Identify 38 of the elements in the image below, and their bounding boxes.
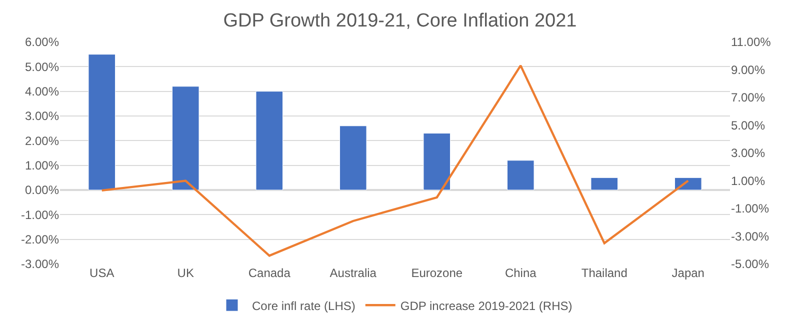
y2-tick-label: -5.00%: [731, 257, 770, 272]
line-series: [100, 64, 690, 257]
bar: [590, 177, 618, 190]
y-tick-label: -3.00%: [20, 257, 60, 272]
bar: [339, 126, 367, 190]
x-tick-label: USA: [90, 266, 114, 280]
x-tick-label: UK: [177, 266, 194, 280]
y2-tick-label: 1.00%: [731, 174, 766, 188]
y-tick-label: 3.00%: [24, 109, 60, 124]
y-tick-label: -2.00%: [20, 232, 60, 247]
y-tick-label: 5.00%: [24, 60, 60, 74]
x-tick-label: Japan: [672, 266, 704, 280]
y2-tick-label: 7.00%: [731, 90, 766, 105]
x-tick-label: Australia: [330, 266, 377, 280]
y2-tick-label: -3.00%: [731, 229, 770, 244]
y-tick-label: 0.00%: [24, 183, 60, 198]
bar: [256, 91, 284, 190]
y2-tick-label: -1.00%: [731, 202, 770, 216]
bar: [423, 133, 451, 190]
x-tick-label: China: [504, 266, 537, 280]
y-tick-label: 1.00%: [24, 158, 60, 173]
bar: [172, 86, 200, 190]
bar: [506, 160, 534, 190]
bar: [88, 54, 116, 190]
x-tick-label: Thailand: [581, 266, 628, 280]
x-tick-label: Eurozone: [411, 266, 463, 280]
y2-tick-label: 5.00%: [731, 118, 766, 132]
y-tick-label: 4.00%: [24, 84, 60, 99]
y2-tick-label: 9.00%: [731, 62, 766, 77]
y2-tick-label: 3.00%: [731, 146, 766, 160]
chart-title: GDP Growth 2019-21, Core Inflation 2021: [223, 10, 577, 32]
x-tick-label: Canada: [248, 266, 291, 280]
y-tick-label: 2.00%: [24, 134, 60, 148]
y2-tick-label: 11.00%: [731, 35, 772, 50]
legend-label: GDP increase 2019-2021 (RHS): [400, 298, 572, 313]
y-tick-label: 6.00%: [24, 35, 60, 50]
legend-label: Core infl rate (LHS): [252, 298, 356, 313]
y-tick-label: -1.00%: [20, 208, 60, 222]
